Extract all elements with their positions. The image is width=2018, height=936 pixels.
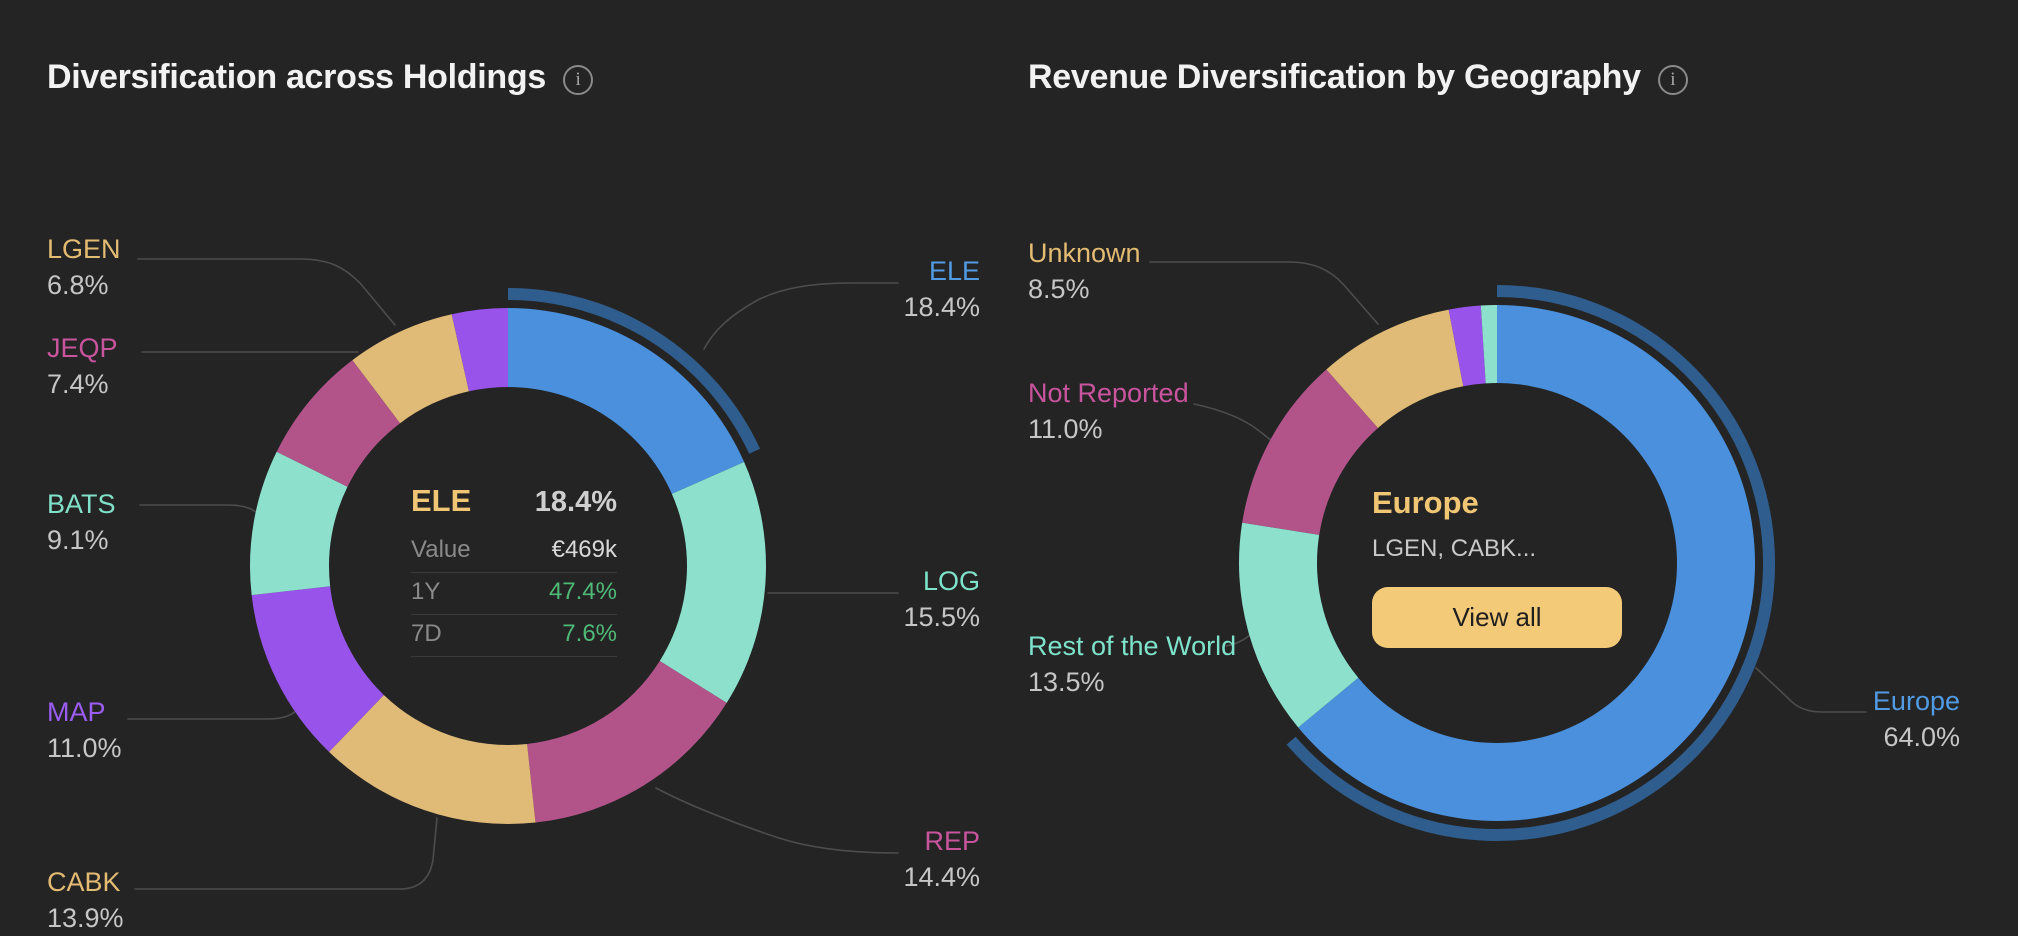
donut-segment-rest-of-the-world[interactable]: [1239, 522, 1359, 728]
holdings-donut-chart[interactable]: [250, 288, 766, 825]
info-icon[interactable]: i: [562, 64, 593, 95]
left-chart-title: Diversification across Holdings i: [47, 58, 593, 97]
donut-segment-log[interactable]: [659, 462, 766, 703]
right-chart-title: Revenue Diversification by Geography i: [1028, 58, 1688, 97]
segment-ticker: MAP: [47, 697, 106, 727]
donut-segment-other[interactable]: [1480, 305, 1497, 384]
segment-label-europe: Europe 64.0%: [1873, 683, 1960, 755]
leader-line-lgen: [137, 258, 396, 326]
segment-label-unknown: Unknown 8.5%: [1028, 235, 1141, 307]
stat-label: 1Y: [411, 578, 441, 605]
segment-region: Not Reported: [1028, 378, 1189, 408]
donut-segment-rep[interactable]: [527, 660, 727, 823]
geography-center-info: Europe LGEN, CABK... View all: [1372, 485, 1622, 648]
view-all-button[interactable]: View all: [1372, 587, 1622, 648]
segment-ticker: REP: [924, 826, 980, 856]
donut-segment-unknown[interactable]: [1326, 309, 1464, 428]
segment-percent: 8.5%: [1028, 274, 1090, 304]
segment-label-map: MAP 11.0%: [47, 694, 122, 766]
segment-percent: 18.4%: [903, 292, 980, 322]
info-icon[interactable]: i: [1657, 64, 1688, 95]
segment-ticker: LGEN: [47, 234, 121, 264]
selected-segment-highlight-arc: [507, 288, 761, 454]
segment-percent: 13.5%: [1028, 667, 1105, 697]
segment-ticker: BATS: [47, 489, 116, 519]
leader-line-notreported: [1193, 403, 1273, 442]
stat-value: 7.6%: [562, 620, 617, 647]
leader-line-rep: [655, 787, 899, 854]
segment-percent: 7.4%: [47, 369, 109, 399]
segment-percent: 15.5%: [903, 602, 980, 632]
segment-percent: 13.9%: [47, 903, 124, 933]
donut-segment-not-reported[interactable]: [1242, 369, 1378, 535]
donut-segment-bats[interactable]: [250, 451, 348, 596]
segment-region: Europe: [1872, 686, 1960, 716]
stat-value: €469k: [551, 536, 617, 563]
stat-value: 47.4%: [548, 578, 617, 605]
segment-ticker: ELE: [928, 256, 980, 286]
donut-segment-other[interactable]: [451, 308, 508, 392]
segment-label-log: LOG 15.5%: [903, 563, 980, 635]
segment-label-not-reported: Not Reported 11.0%: [1028, 375, 1189, 447]
donut-segment-map[interactable]: [251, 586, 384, 752]
leader-line-europe: [1755, 667, 1867, 713]
segment-percent: 11.0%: [1028, 414, 1103, 444]
region-holdings: LGEN, CABK...: [1372, 535, 1537, 562]
segment-label-jeqp: JEQP 7.4%: [47, 330, 118, 402]
segment-label-lgen: LGEN 6.8%: [47, 231, 121, 303]
segment-percent: 64.0%: [1883, 722, 1960, 752]
stat-row-1y: 1Y 47.4%: [411, 573, 617, 615]
segment-percent: 6.8%: [47, 270, 109, 300]
selected-percent: 18.4%: [534, 486, 617, 518]
leader-line-ele: [703, 282, 899, 350]
leader-line-bats: [139, 504, 258, 514]
stat-label: Value: [411, 536, 471, 563]
segment-region: Rest of the World: [1028, 631, 1237, 661]
holdings-center-stats: ELE 18.4% Value €469k 1Y 47.4% 7D 7.6%: [411, 483, 617, 657]
donut-segment-cabk[interactable]: [329, 694, 536, 825]
segment-percent: 9.1%: [47, 525, 109, 555]
segment-label-rest-of-world: Rest of the World 13.5%: [1028, 628, 1236, 700]
stat-row-7d: 7D 7.6%: [411, 615, 617, 657]
selected-ticker: ELE: [411, 483, 472, 518]
donut-segment-other[interactable]: [1448, 305, 1486, 387]
left-chart-title-text: Diversification across Holdings: [47, 58, 546, 96]
leader-line-cabk: [134, 817, 438, 890]
segment-region: Unknown: [1028, 238, 1141, 268]
segment-label-bats: BATS 9.1%: [47, 486, 116, 558]
leader-line-unknown: [1149, 261, 1379, 325]
segment-percent: 14.4%: [903, 862, 980, 892]
selected-region: Europe: [1372, 485, 1479, 520]
segment-ticker: CABK: [47, 867, 121, 897]
segment-ticker: LOG: [922, 566, 980, 596]
right-chart-title-text: Revenue Diversification by Geography: [1028, 58, 1641, 96]
donut-segment-ele[interactable]: [508, 308, 745, 494]
selected-segment-highlight-arc: [1286, 285, 1775, 841]
donut-segment-jeqp[interactable]: [276, 360, 401, 487]
segment-ticker: JEQP: [47, 333, 118, 363]
geography-donut-chart[interactable]: [1239, 285, 1775, 841]
donut-segment-europe[interactable]: [1298, 305, 1755, 821]
segment-label-ele: ELE 18.4%: [903, 253, 980, 325]
segment-label-rep: REP 14.4%: [903, 823, 980, 895]
stat-label: 7D: [411, 620, 442, 647]
stat-row-value: Value €469k: [411, 531, 617, 573]
segment-label-cabk: CABK 13.9%: [47, 864, 124, 936]
segment-percent: 11.0%: [47, 733, 122, 763]
donut-segment-lgen[interactable]: [352, 314, 469, 424]
leader-line-map: [127, 707, 300, 720]
